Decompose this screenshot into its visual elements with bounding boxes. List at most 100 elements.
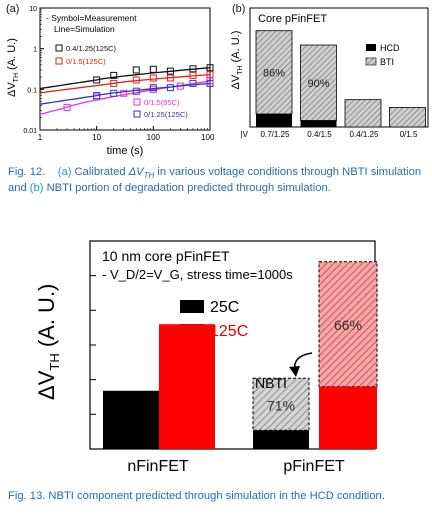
y-axis-main: ΔV bbox=[230, 74, 242, 89]
x-tick-label: 1000 bbox=[201, 133, 214, 142]
y-axis-label: ΔVTH (A. U.) bbox=[6, 38, 20, 97]
fig12-caption-text1: Calibrated bbox=[71, 166, 129, 178]
legend-label: 0.4/1.25(125C) bbox=[66, 44, 117, 53]
y-axis-sub: TH bbox=[47, 353, 62, 370]
hcd-bar bbox=[300, 120, 337, 127]
data-point bbox=[93, 92, 101, 100]
legend-label-bti: BTI bbox=[380, 57, 394, 67]
bar-percent-label: 86% bbox=[263, 67, 285, 79]
legend-label: 0/1.5(85C) bbox=[144, 98, 180, 107]
fig13-chart: 10 nm core pFinFET - V_D/2=V_G, stress ti… bbox=[34, 240, 378, 475]
y-axis-label: ΔVTH (A. U.) bbox=[34, 284, 62, 400]
legend-marker-25c bbox=[180, 300, 204, 313]
fig12-caption: Fig. 12. (a) Calibrated ΔVTH in various … bbox=[8, 166, 424, 195]
fig12-caption-text3: NBTI portion of degradation predicted th… bbox=[43, 182, 331, 195]
plot-frame bbox=[249, 7, 429, 128]
nbti-label: NBTI bbox=[255, 375, 287, 391]
y-axis-label: ΔVTH (A. U.) bbox=[230, 31, 244, 90]
sim-line bbox=[39, 73, 211, 94]
bti-bar bbox=[300, 44, 337, 121]
category-label-pfinfet: pFinFET bbox=[283, 458, 345, 475]
data-point bbox=[166, 84, 174, 92]
category-label: 0.4/1.25 bbox=[350, 130, 379, 139]
y-axis-main: ΔV bbox=[34, 370, 59, 400]
bar-pfinfet-25c-pct: 71% bbox=[267, 397, 295, 413]
legend-marker-hcd bbox=[366, 44, 376, 51]
category-label-nfinfet: nFinFET bbox=[127, 458, 189, 475]
fig13-caption: Fig. 13. NBTI component predicted throug… bbox=[8, 490, 424, 503]
data-point bbox=[149, 65, 157, 73]
fig12b-chart: Core pFinFET ΔVTH (A. U.) 86% 0.7/1.25 90% 0.… bbox=[230, 7, 429, 139]
y-axis-sub: TH bbox=[237, 65, 244, 74]
legend-marker bbox=[55, 44, 63, 52]
fig13-caption-text: NBTI component predicted through simulat… bbox=[45, 490, 385, 502]
data-point bbox=[166, 67, 174, 75]
legend-marker bbox=[133, 98, 141, 106]
data-point bbox=[189, 71, 197, 79]
chart-title-line2: - V_D/2=V_G, stress time=1000s bbox=[102, 267, 293, 282]
data-point bbox=[132, 87, 140, 95]
sim-line bbox=[39, 67, 211, 90]
y-axis-unit: (A. U.) bbox=[6, 38, 18, 73]
category-label: 0.4/1.5 bbox=[307, 130, 332, 139]
fig12-caption-dvth-sub: TH bbox=[143, 171, 155, 181]
legend-label-hcd: HCD bbox=[380, 43, 400, 53]
x-axis-label: time (s) bbox=[107, 145, 144, 157]
y-axis-sub: TH bbox=[13, 73, 20, 82]
y-tick-label: 0.1 bbox=[27, 87, 37, 94]
data-point bbox=[110, 89, 118, 97]
y-axis-unit: (A. U.) bbox=[34, 284, 59, 354]
data-point bbox=[132, 66, 140, 74]
data-point bbox=[110, 79, 118, 87]
bti-bar bbox=[255, 30, 293, 115]
category-label: 0.7/1.25 bbox=[261, 130, 290, 139]
annotation-line-2: Line=Simulation bbox=[54, 24, 115, 34]
fig12-caption-a: (a) bbox=[57, 166, 72, 178]
sim-line bbox=[39, 82, 211, 105]
x-tick-label: 100 bbox=[147, 133, 161, 142]
plot-frame bbox=[39, 7, 211, 131]
legend-label: 0/1.5(125C) bbox=[66, 57, 106, 66]
data-point bbox=[149, 74, 157, 82]
data-point bbox=[120, 89, 128, 97]
data-point bbox=[149, 84, 157, 92]
fig12-caption-text2: in various voltage conditions through NB… bbox=[8, 166, 422, 195]
legend-label: 0/1.25(125C) bbox=[144, 110, 188, 119]
axis-prefix-label: |V bbox=[241, 130, 249, 139]
panel-b-label: (b) bbox=[232, 3, 246, 15]
bar-nfinfet-25c bbox=[103, 390, 159, 449]
x-tick-label: 1 bbox=[38, 133, 43, 142]
fig12a-chart: 1 10 100 1000 0.01 0.1 1 10 time (s) ΔVTH (A. U.)… bbox=[6, 6, 214, 157]
hcd-bar bbox=[256, 113, 292, 127]
legend-label-125c: 125C bbox=[210, 323, 248, 340]
legend-marker-bti bbox=[365, 57, 377, 66]
fig12-caption-b: (b) bbox=[29, 182, 44, 195]
bar-pfinfet-25c-nbti bbox=[252, 377, 310, 431]
x-tick-label: 10 bbox=[92, 133, 101, 142]
bar-percent-label: 90% bbox=[307, 78, 329, 90]
data-point bbox=[206, 64, 214, 72]
y-axis-unit: (A. U.) bbox=[230, 31, 242, 66]
bar-pfinfet-25c-hcd bbox=[253, 430, 309, 449]
data-point bbox=[206, 79, 214, 87]
data-point bbox=[166, 74, 174, 82]
category-label: 0/1.5 bbox=[400, 130, 418, 139]
data-point bbox=[132, 76, 140, 84]
y-tick-label: 10 bbox=[29, 6, 37, 13]
y-tick-label: 1 bbox=[33, 47, 37, 54]
bar-pfinfet-125c-pct: 66% bbox=[334, 317, 362, 333]
chart-title: Core pFinFET bbox=[258, 13, 327, 25]
data-point bbox=[189, 65, 197, 73]
legend-marker bbox=[55, 57, 63, 65]
data-point bbox=[93, 76, 101, 84]
bti-bar bbox=[344, 99, 382, 128]
legend-marker bbox=[133, 110, 141, 118]
nbti-arrowhead bbox=[289, 366, 300, 377]
legend-label-25c: 25C bbox=[210, 299, 239, 316]
data-point bbox=[110, 71, 118, 79]
data-point bbox=[189, 79, 197, 87]
bar-nfinfet-125c bbox=[159, 324, 215, 449]
chart-title-line1: 10 nm core pFinFET bbox=[102, 248, 230, 264]
y-tick-label: 0.01 bbox=[23, 128, 37, 135]
bar-pfinfet-125c-hcd bbox=[319, 386, 377, 449]
